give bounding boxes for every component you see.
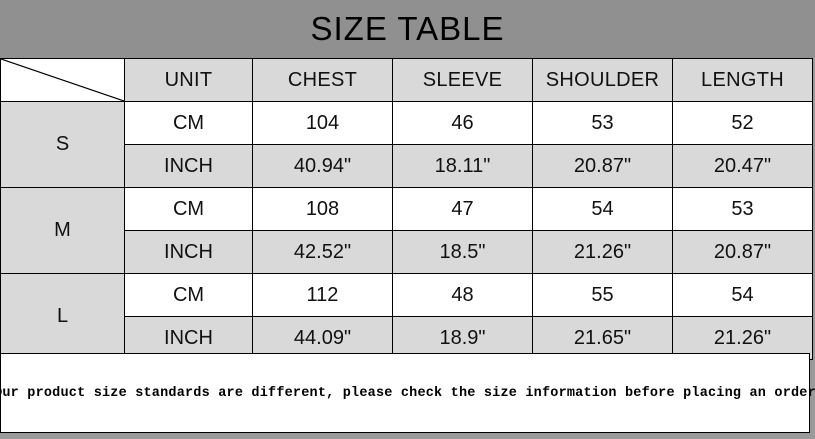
title-band: SIZE TABLE (0, 0, 815, 58)
unit-label-inch: INCH (124, 230, 253, 274)
value-shoulder: 21.65" (532, 316, 673, 360)
value-shoulder: 21.26" (532, 230, 673, 274)
value-shoulder: 55 (532, 273, 673, 317)
unit-label-cm: CM (124, 273, 253, 317)
column-header-unit: UNIT (124, 58, 253, 102)
size-label-s: S (0, 101, 125, 188)
value-chest: 44.09" (252, 316, 393, 360)
size-label-m: M (0, 187, 125, 274)
table-row: INCH 40.94" 18.11" 20.87" 20.47" (1, 144, 813, 188)
diagonal-divider-icon (1, 59, 124, 101)
value-chest: 42.52" (252, 230, 393, 274)
column-header-chest: CHEST (252, 58, 393, 102)
value-sleeve: 18.11" (392, 144, 533, 188)
size-table: UNIT CHEST SLEEVE SHOULDER LENGTH S CM 1… (0, 58, 813, 360)
column-header-shoulder: SHOULDER (532, 58, 673, 102)
value-chest: 112 (252, 273, 393, 317)
value-sleeve: 48 (392, 273, 533, 317)
unit-label-inch: INCH (124, 316, 253, 360)
column-header-length: LENGTH (672, 58, 813, 102)
column-header-sleeve: SLEEVE (392, 58, 533, 102)
table-row: INCH 44.09" 18.9" 21.65" 21.26" (1, 316, 813, 360)
table-header-row: UNIT CHEST SLEEVE SHOULDER LENGTH (0, 58, 813, 102)
size-label-l: L (0, 273, 125, 360)
table-row: INCH 42.52" 18.5" 21.26" 20.87" (1, 230, 813, 274)
value-length: 21.26" (672, 316, 813, 360)
value-sleeve: 18.9" (392, 316, 533, 360)
value-chest: 108 (252, 187, 393, 231)
value-shoulder: 54 (532, 187, 673, 231)
table-row: L CM 112 48 55 54 (0, 273, 813, 360)
unit-label-cm: CM (124, 101, 253, 145)
size-note-bar: Our product size standards are different… (0, 353, 815, 433)
value-length: 20.87" (672, 230, 813, 274)
page-title: SIZE TABLE (310, 10, 505, 47)
value-sleeve: 18.5" (392, 230, 533, 274)
table-row: S CM 104 46 53 52 (0, 101, 813, 188)
corner-diagonal-cell (0, 58, 125, 102)
value-length: 52 (672, 101, 813, 145)
table-row: M CM 108 47 54 53 (0, 187, 813, 274)
value-length: 54 (672, 273, 813, 317)
value-length: 53 (672, 187, 813, 231)
value-chest: 40.94" (252, 144, 393, 188)
value-sleeve: 47 (392, 187, 533, 231)
value-shoulder: 20.87" (532, 144, 673, 188)
value-length: 20.47" (672, 144, 813, 188)
size-note-text: Our product size standards are different… (0, 385, 815, 401)
value-shoulder: 53 (532, 101, 673, 145)
unit-label-inch: INCH (124, 144, 253, 188)
unit-label-cm: CM (124, 187, 253, 231)
value-chest: 104 (252, 101, 393, 145)
value-sleeve: 46 (392, 101, 533, 145)
